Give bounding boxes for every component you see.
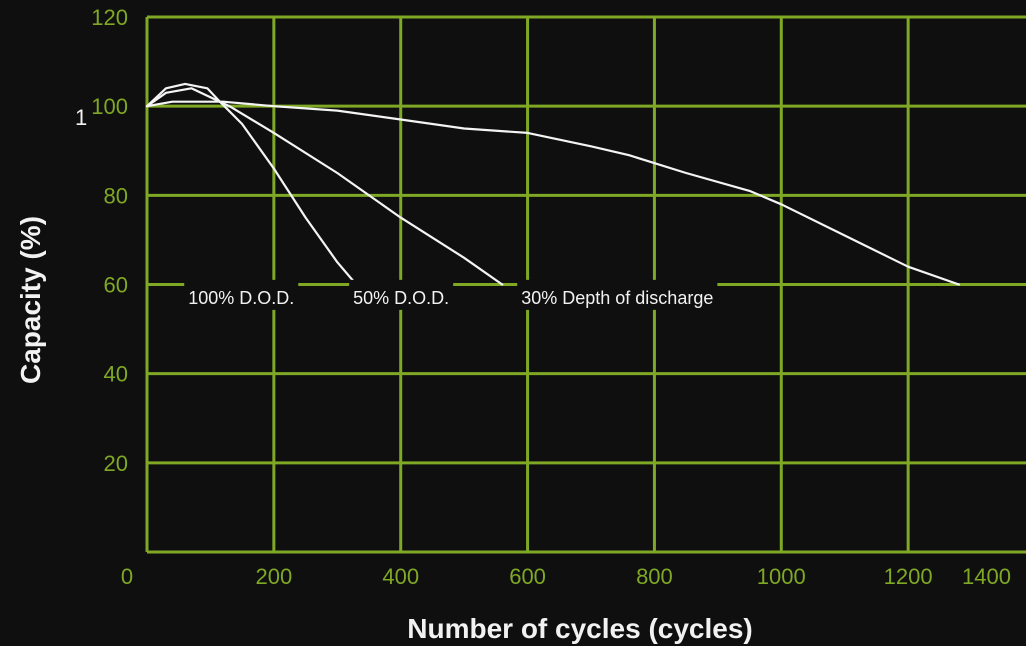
series-line-1 [145, 82, 358, 286]
y-tick-label-100: 100 [91, 94, 128, 119]
y-tick-label-20: 20 [104, 451, 128, 476]
series-labels: 100% D.O.D. 50% D.O.D. 30% Depth of discha… [184, 279, 718, 310]
series-lines [145, 82, 960, 286]
tick-labels: 0 200 400 600 800 1000 1200 1400 20 40 60 80 100 120 [91, 5, 1011, 589]
x-tick-label-0: 0 [121, 564, 133, 589]
series-label-bg-3 [517, 279, 718, 310]
x-axis-title: Number of cycles (cycles) [407, 613, 753, 644]
series-label-2: 50% D.O.D. [353, 288, 449, 308]
series-label-3: 30% Depth of discharge [521, 288, 713, 308]
series-label-1: 100% D.O.D. [188, 288, 294, 308]
y-tick-label-80: 80 [104, 183, 128, 208]
series-label-bg-2 [349, 279, 454, 310]
series-line-2 [145, 87, 504, 286]
x-tick-label-1200: 1200 [884, 564, 933, 589]
y-tick-label-40: 40 [104, 362, 128, 387]
y-axis-title: Capacity (%) [15, 216, 46, 384]
series-line-3 [145, 100, 960, 286]
stray-glyph: 1 [75, 105, 87, 130]
x-tick-label-1400: 1400 [962, 564, 1011, 589]
x-tick-label-600: 600 [509, 564, 546, 589]
y-tick-label-120: 120 [91, 5, 128, 30]
y-tick-label-60: 60 [104, 273, 128, 298]
x-tick-label-800: 800 [636, 564, 673, 589]
series-label-bg-1 [184, 279, 299, 310]
x-tick-label-200: 200 [255, 564, 292, 589]
x-tick-label-400: 400 [382, 564, 419, 589]
x-tick-label-1000: 1000 [757, 564, 806, 589]
